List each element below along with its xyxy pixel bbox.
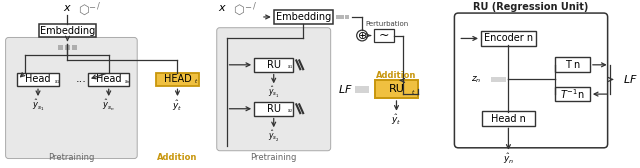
Text: HEAD: HEAD — [164, 74, 191, 85]
Text: /: / — [97, 2, 100, 11]
FancyBboxPatch shape — [274, 10, 333, 24]
Text: Pretraining: Pretraining — [48, 153, 95, 162]
Text: Encoder n: Encoder n — [484, 33, 533, 44]
Bar — [501, 77, 506, 82]
Text: $x$: $x$ — [218, 3, 227, 13]
Text: $_{s_1}$: $_{s_1}$ — [54, 79, 60, 87]
Text: $x$: $x$ — [63, 3, 72, 13]
Text: $LF$: $LF$ — [623, 73, 638, 86]
Text: $_{t}$: $_{t}$ — [194, 77, 198, 86]
FancyBboxPatch shape — [454, 13, 607, 148]
Bar — [58, 45, 63, 50]
Text: $\hat{y}_{t}$: $\hat{y}_{t}$ — [391, 112, 402, 127]
Text: $\hat{y}_{t}$: $\hat{y}_{t}$ — [172, 98, 182, 113]
Bar — [65, 45, 70, 50]
Text: RU: RU — [267, 60, 281, 70]
Text: ~: ~ — [378, 29, 389, 42]
Bar — [340, 14, 344, 19]
Text: $T^{-1}$n: $T^{-1}$n — [560, 87, 584, 101]
Text: ─: ─ — [244, 3, 250, 12]
Text: $\hat{y}_{s_1}$: $\hat{y}_{s_1}$ — [268, 85, 280, 100]
FancyBboxPatch shape — [374, 29, 394, 42]
Text: Head: Head — [25, 74, 51, 85]
Text: $_{s_1}$: $_{s_1}$ — [287, 64, 294, 72]
Circle shape — [356, 30, 367, 41]
Text: $_{t}$: $_{t}$ — [412, 88, 416, 97]
Text: Embedding: Embedding — [40, 26, 95, 36]
Bar — [72, 45, 77, 50]
Text: Addition: Addition — [157, 153, 198, 162]
Text: $\hat{y}_{s_n}$: $\hat{y}_{s_n}$ — [102, 98, 115, 113]
Bar — [335, 14, 339, 19]
FancyBboxPatch shape — [254, 58, 293, 72]
Text: /: / — [253, 2, 255, 11]
FancyBboxPatch shape — [482, 111, 535, 126]
FancyBboxPatch shape — [39, 24, 96, 37]
Text: Embedding: Embedding — [276, 12, 331, 22]
Text: ...: ... — [76, 74, 86, 85]
FancyBboxPatch shape — [6, 37, 137, 159]
Text: $_{s_n}$: $_{s_n}$ — [124, 79, 131, 87]
Text: RU: RU — [388, 84, 404, 94]
Text: $LF$: $LF$ — [338, 83, 353, 95]
Bar — [365, 86, 369, 93]
Text: Perturbation: Perturbation — [365, 21, 408, 27]
FancyBboxPatch shape — [481, 31, 536, 46]
Bar — [638, 77, 640, 82]
Text: Addition: Addition — [376, 71, 417, 80]
Text: $_{s_2}$: $_{s_2}$ — [287, 108, 294, 116]
Text: ─: ─ — [90, 3, 95, 12]
Text: $\hat{y}_{s_2}$: $\hat{y}_{s_2}$ — [268, 129, 280, 144]
Bar — [496, 77, 501, 82]
Text: $z_n$: $z_n$ — [471, 74, 481, 85]
Text: $\oplus$: $\oplus$ — [357, 30, 367, 41]
Text: RU: RU — [267, 104, 281, 114]
Bar — [492, 77, 496, 82]
Text: T n: T n — [564, 60, 580, 70]
FancyBboxPatch shape — [555, 57, 590, 72]
Text: RU (Regression Unit): RU (Regression Unit) — [474, 2, 589, 12]
Bar — [355, 86, 360, 93]
Text: Head: Head — [96, 74, 122, 85]
FancyBboxPatch shape — [217, 28, 331, 151]
FancyBboxPatch shape — [555, 87, 590, 101]
FancyBboxPatch shape — [156, 73, 199, 86]
Text: ⬡: ⬡ — [77, 4, 88, 17]
FancyBboxPatch shape — [375, 80, 418, 98]
Text: $\hat{y}_n$: $\hat{y}_n$ — [503, 151, 514, 166]
Text: Pretraining: Pretraining — [250, 153, 297, 162]
Text: ⬡: ⬡ — [233, 4, 244, 17]
Bar — [360, 86, 365, 93]
Bar — [346, 14, 349, 19]
FancyBboxPatch shape — [254, 102, 293, 116]
FancyBboxPatch shape — [88, 73, 129, 86]
FancyBboxPatch shape — [17, 73, 59, 86]
Text: Head n: Head n — [491, 114, 526, 123]
Text: $\hat{y}_{s_1}$: $\hat{y}_{s_1}$ — [32, 98, 44, 113]
